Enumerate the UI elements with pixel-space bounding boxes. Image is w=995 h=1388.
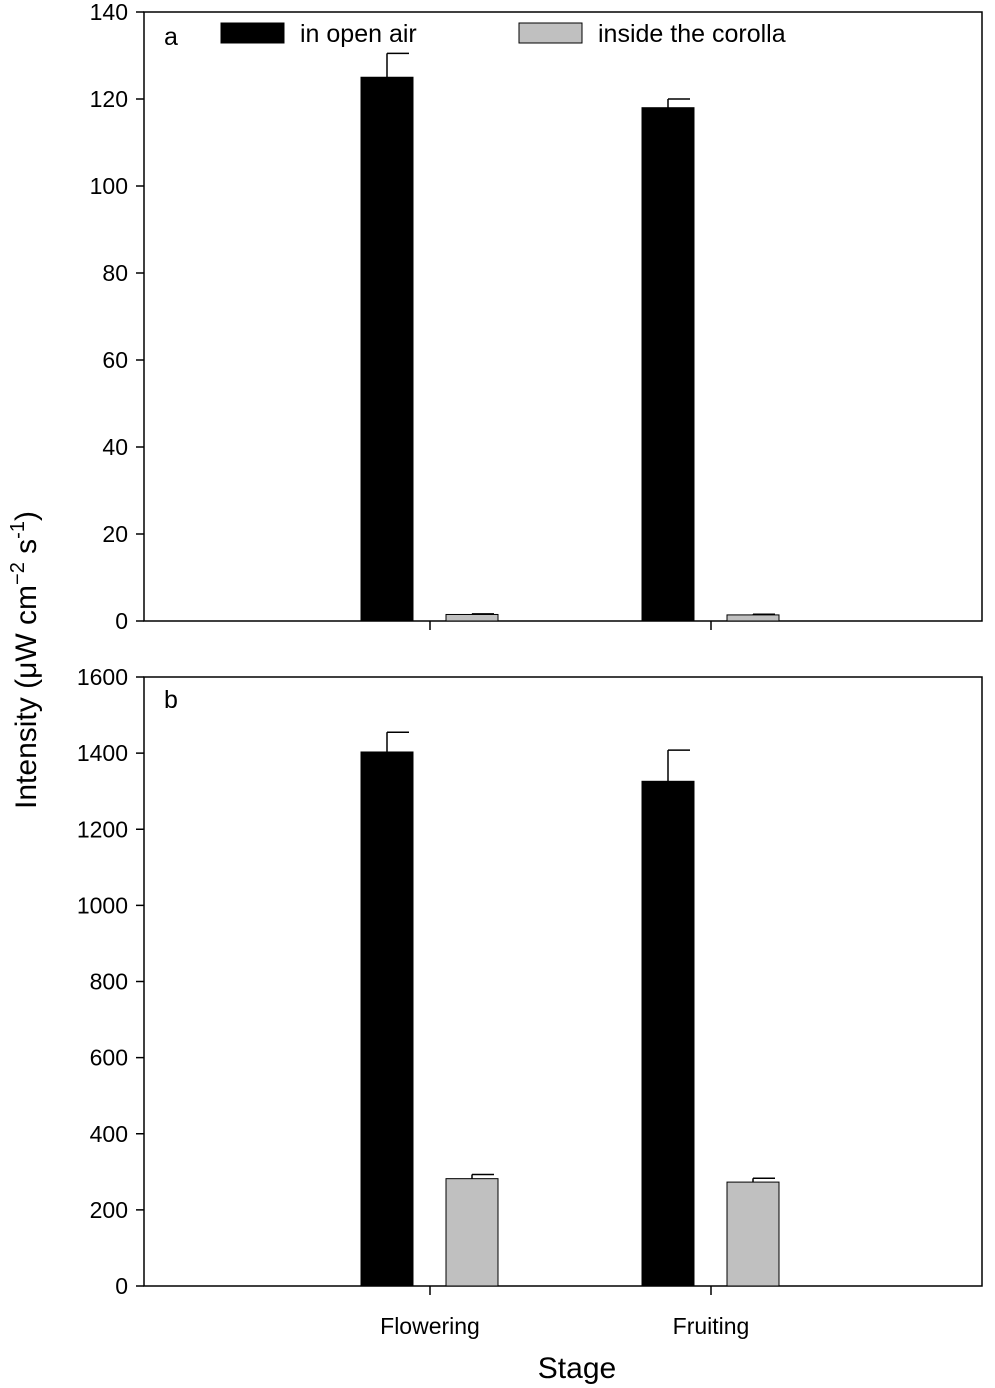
y-axis-title-exp1: −2 <box>7 562 29 585</box>
panel-a-bars <box>360 52 780 622</box>
panel-a-y-tick-label: 0 <box>115 608 128 634</box>
panel-a-y-tick-label: 60 <box>102 347 128 373</box>
y-axis-title-close: ) <box>10 511 43 521</box>
panel-a-y-tick-label: 40 <box>102 434 128 460</box>
panel-b-bar <box>360 751 414 1287</box>
panel-b-y-tick-label: 600 <box>90 1045 128 1071</box>
legend-swatch-inside-the-corolla <box>518 22 583 44</box>
panel-b-y-tick-label: 0 <box>115 1273 128 1299</box>
panel-b-bar <box>445 1178 499 1287</box>
panel-b-y-tick-label: 1200 <box>77 816 128 842</box>
y-axis-title-mid: s <box>10 539 43 562</box>
panel-b-letter: b <box>164 686 178 714</box>
panel-b-y-tick-label: 1400 <box>77 740 128 766</box>
legend-label-in-open-air: in open air <box>300 20 417 48</box>
panel-b-bar <box>641 780 695 1287</box>
panel-a-y-tick-label: 100 <box>90 173 128 199</box>
panel-a-bar <box>445 613 499 622</box>
panel-a-y-axis: 0 20 40 60 80 100 120 140 <box>90 0 144 634</box>
panel-a-bar <box>360 76 414 622</box>
x-axis-title: Stage <box>538 1352 616 1385</box>
panel-b-bar <box>726 1181 780 1287</box>
panel-b-y-axis: 0 200 400 600 800 1000 1200 1400 1600 <box>77 664 144 1299</box>
y-axis-title-main: Intensity (μW cm <box>10 585 43 809</box>
legend-label-inside-the-corolla: inside the corolla <box>598 20 786 48</box>
panel-a-x-ticks <box>429 621 712 630</box>
x-category-label: Flowering <box>380 1313 480 1339</box>
x-category-label: Fruiting <box>673 1313 750 1339</box>
legend-swatch-in-open-air <box>220 22 285 44</box>
panel-a-letter: a <box>164 23 178 51</box>
panel-b-x-ticks <box>429 1286 712 1295</box>
panel-a-y-tick-label: 140 <box>90 0 128 25</box>
panel-b-y-tick-label: 800 <box>90 969 128 995</box>
panel-a-y-tick-label: 80 <box>102 260 128 286</box>
panel-b-y-tick-label: 1600 <box>77 664 128 690</box>
panel-b-y-tick-label: 1000 <box>77 892 128 918</box>
panel-a: a in open air inside the corolla 0 20 40 60… <box>90 0 983 634</box>
y-axis-title: Intensity (μW cm−2 s-1) <box>7 511 43 809</box>
legend: in open air inside the corolla <box>220 20 786 48</box>
panel-a-y-tick-label: 120 <box>90 86 128 112</box>
x-category-labels: Flowering Fruiting <box>380 1313 749 1339</box>
panel-a-bar <box>726 614 780 622</box>
panel-b: b 0 200 400 600 800 1000 1200 1400 1600 <box>77 664 983 1299</box>
panel-b-y-tick-label: 200 <box>90 1197 128 1223</box>
panel-a-frame <box>143 11 983 622</box>
panel-b-frame <box>143 676 983 1287</box>
panel-a-y-tick-label: 20 <box>102 521 128 547</box>
y-axis-title-exp2: -1 <box>7 521 29 539</box>
panel-b-y-tick-label: 400 <box>90 1121 128 1147</box>
panel-a-bar <box>641 107 695 622</box>
panel-b-bars <box>360 731 780 1287</box>
